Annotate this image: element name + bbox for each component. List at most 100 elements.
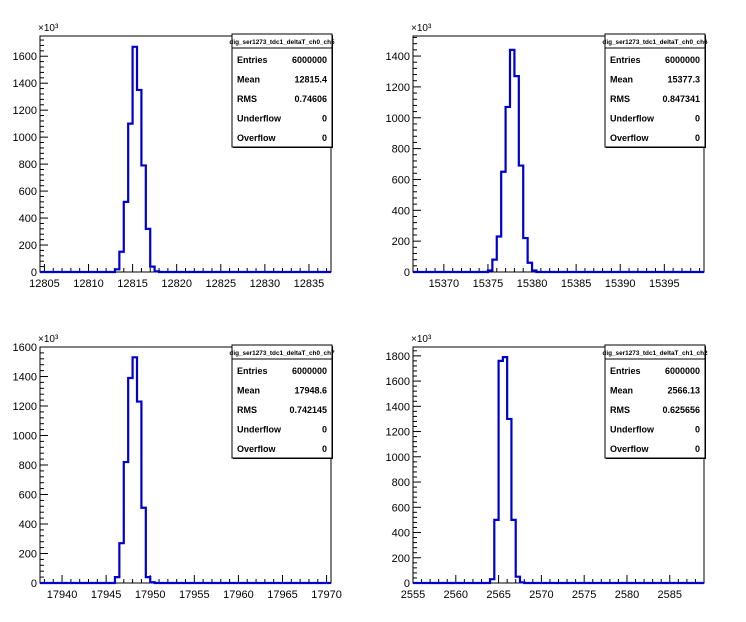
y-tick-label: 1000 xyxy=(386,452,410,464)
y-tick-label: 0 xyxy=(404,578,410,590)
y-multiplier-label: ×10³ xyxy=(411,334,432,345)
x-tick-label: 15385 xyxy=(561,278,592,290)
stats-value: 0 xyxy=(322,444,327,454)
stats-value: 0.625656 xyxy=(662,405,700,415)
stats-label: Underflow xyxy=(610,425,655,435)
x-tick-label: 17960 xyxy=(223,589,254,601)
y-tick-label: 1400 xyxy=(13,372,37,384)
x-tick-label: 12810 xyxy=(73,278,104,290)
y-tick-label: 400 xyxy=(19,213,37,225)
histogram-plot-1: 0 200 400 600 800 1000 1200 1400 1600 12805 12810 1… xyxy=(13,23,336,290)
y-tick-label: 1000 xyxy=(13,431,37,443)
y-tick-label: 1000 xyxy=(386,113,410,125)
x-tick-label: 2580 xyxy=(615,589,639,601)
stats-label: RMS xyxy=(610,405,630,415)
stats-label: RMS xyxy=(237,94,257,104)
stats-label: Mean xyxy=(610,75,633,85)
stats-label: RMS xyxy=(237,405,257,415)
y-tick-label: 200 xyxy=(392,553,410,565)
y-tick-label: 1600 xyxy=(13,342,37,354)
y-multiplier-label: ×10³ xyxy=(411,23,432,34)
y-multiplier-label: ×10³ xyxy=(38,334,59,345)
stats-label: Underflow xyxy=(610,114,655,124)
y-tick-label: 0 xyxy=(31,578,37,590)
histogram-plot-4: 0 200 400 600 800 1000 1200 1400 1600 1800 2555 256… xyxy=(386,334,709,601)
y-tick-label: 800 xyxy=(19,460,37,472)
stats-value: 12815.4 xyxy=(294,75,327,85)
x-tick-label: 12805 xyxy=(29,278,60,290)
histogram-series xyxy=(40,356,331,585)
stats-value: 2566.13 xyxy=(667,386,700,396)
y-tick-label: 0 xyxy=(404,267,410,279)
stats-value: 0.74606 xyxy=(294,94,327,104)
x-tick-label: 2560 xyxy=(444,589,468,601)
stats-label: Entries xyxy=(237,366,268,376)
stats-label: RMS xyxy=(610,94,630,104)
stats-label: Entries xyxy=(610,366,641,376)
stats-value: 0.847341 xyxy=(662,94,700,104)
stats-title: dig_ser1273_tdc1_deltaT_ch1_ch2 xyxy=(602,350,708,357)
y-tick-label: 1200 xyxy=(386,427,410,439)
y-tick-label: 1200 xyxy=(13,105,37,117)
histogram-series xyxy=(413,356,704,585)
stats-value: 6000000 xyxy=(665,366,700,376)
stats-box xyxy=(604,344,706,459)
histogram-plot-3: 0 200 400 600 800 1000 1200 1400 1600 17940 17945 1… xyxy=(13,334,342,601)
x-tick-label: 17940 xyxy=(47,589,78,601)
y-tick-label: 1400 xyxy=(386,51,410,63)
y-tick-label: 600 xyxy=(392,174,410,186)
y-tick-label: 1200 xyxy=(386,82,410,94)
stats-box xyxy=(231,33,333,148)
stats-label: Mean xyxy=(237,75,260,85)
x-tick-label: 2570 xyxy=(529,589,553,601)
x-tick-label: 15380 xyxy=(517,278,548,290)
stats-label: Underflow xyxy=(237,114,282,124)
stats-value: 0 xyxy=(322,425,327,435)
stats-label: Underflow xyxy=(237,425,282,435)
stats-label: Entries xyxy=(237,55,268,65)
x-tick-label: 15395 xyxy=(649,278,680,290)
y-tick-label: 800 xyxy=(392,477,410,489)
stats-value: 6000000 xyxy=(292,55,327,65)
stats-value: 0 xyxy=(322,133,327,143)
y-tick-label: 600 xyxy=(19,490,37,502)
x-tick-label: 17955 xyxy=(179,589,210,601)
x-tick-label: 17965 xyxy=(267,589,298,601)
x-tick-label: 2585 xyxy=(658,589,682,601)
y-tick-label: 400 xyxy=(392,528,410,540)
histogram-plot-2: 0 200 400 600 800 1000 1200 1400 15370 15375 15380… xyxy=(386,23,709,290)
histogram-pad-3: 0 200 400 600 800 1000 1200 1400 1600 17940 17945 1… xyxy=(0,311,373,622)
stats-value: 0 xyxy=(695,425,700,435)
stats-value: 6000000 xyxy=(665,55,700,65)
stats-box xyxy=(604,33,706,148)
y-tick-label: 200 xyxy=(19,549,37,561)
y-tick-label: 400 xyxy=(19,519,37,531)
stats-value: 0 xyxy=(695,133,700,143)
y-tick-label: 200 xyxy=(392,236,410,248)
x-tick-label: 12830 xyxy=(250,278,281,290)
x-tick-label: 2555 xyxy=(401,589,425,601)
histogram-series xyxy=(413,48,704,274)
stats-title: dig_ser1273_tdc1_deltaT_ch0_ch6 xyxy=(602,39,708,46)
stats-value: 15377.3 xyxy=(667,75,700,85)
stats-label: Overflow xyxy=(610,444,650,454)
stats-value: 6000000 xyxy=(292,366,327,376)
x-tick-label: 17945 xyxy=(91,589,122,601)
y-tick-label: 1600 xyxy=(13,51,37,63)
histogram-pad-4: 0 200 400 600 800 1000 1200 1400 1600 1800 2555 256… xyxy=(373,311,746,622)
y-tick-label: 1800 xyxy=(386,351,410,363)
x-tick-label: 12825 xyxy=(205,278,236,290)
x-tick-label: 2565 xyxy=(486,589,510,601)
y-tick-label: 1000 xyxy=(13,132,37,144)
x-tick-label: 12815 xyxy=(117,278,148,290)
x-tick-label: 12820 xyxy=(161,278,192,290)
y-tick-label: 1400 xyxy=(386,401,410,413)
stats-value: 0.742145 xyxy=(289,405,327,415)
stats-label: Entries xyxy=(610,55,641,65)
histogram-pad-1: 0 200 400 600 800 1000 1200 1400 1600 12805 12810 1… xyxy=(0,0,373,311)
y-tick-label: 200 xyxy=(19,240,37,252)
stats-value: 0 xyxy=(322,114,327,124)
y-tick-label: 800 xyxy=(19,159,37,171)
stats-title: dig_ser1273_tdc1_deltaT_ch0_ch5 xyxy=(229,39,335,46)
stats-value: 0 xyxy=(695,114,700,124)
